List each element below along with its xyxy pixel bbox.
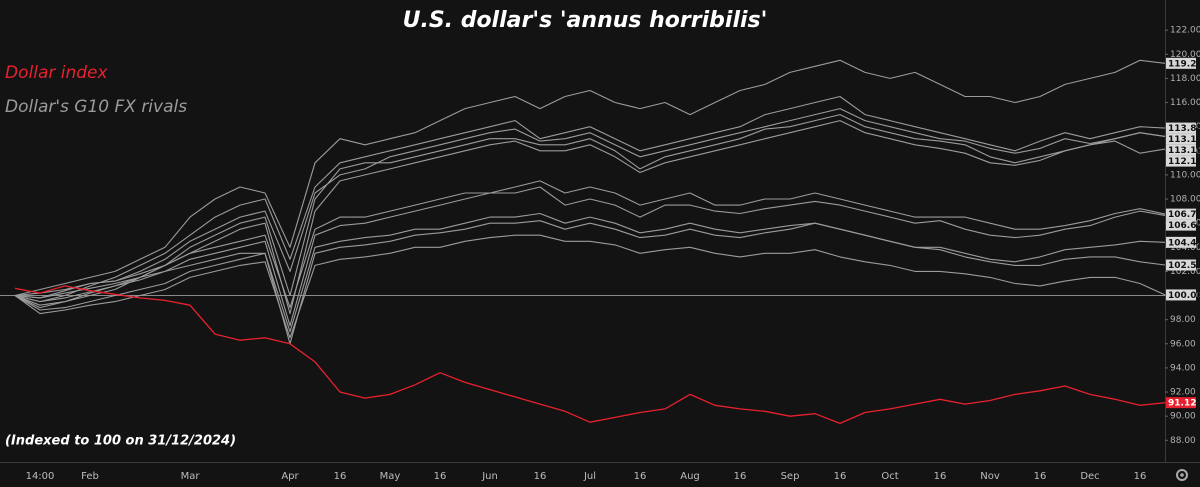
x-tick-label: 16 <box>1034 471 1047 482</box>
series-line <box>14 95 1166 303</box>
x-tick-label: Oct <box>881 471 898 482</box>
last-value-label: 104.41 <box>1168 238 1200 248</box>
last-value-box <box>1166 289 1196 301</box>
x-tick-label: Dec <box>1080 471 1099 482</box>
x-tick-label: 16 <box>534 471 547 482</box>
y-tick-label: 116.00 <box>1170 98 1200 108</box>
x-tick-label: Nov <box>980 471 1000 482</box>
last-value-label: 113.19 <box>1168 135 1200 145</box>
y-tick-label: 90.00 <box>1170 412 1196 422</box>
last-value-box <box>1166 219 1196 231</box>
last-value-label: 119.25 <box>1168 59 1200 69</box>
x-tick-label: Aug <box>680 471 700 482</box>
last-value-label: 112.14 <box>1168 157 1200 167</box>
x-tick-label: 16 <box>934 471 947 482</box>
y-tick-label: 122.00 <box>1170 26 1200 36</box>
y-tick-label: 118.00 <box>1170 74 1200 84</box>
last-value-label: 106.64 <box>1168 221 1200 231</box>
x-tick-label: Mar <box>181 471 201 482</box>
last-value-box <box>1166 236 1196 248</box>
x-tick-label: 16 <box>334 471 347 482</box>
legend-label: Dollar's G10 FX rivals <box>5 97 187 117</box>
plot-layer: 88.0090.0092.0094.0096.0098.00100.00102.… <box>0 26 1200 482</box>
legend-label: Dollar index <box>5 63 108 83</box>
y-tick-label: 96.00 <box>1170 339 1196 349</box>
last-value-label: 102.53 <box>1168 261 1200 271</box>
last-value-box <box>1166 155 1196 167</box>
last-value-box <box>1166 122 1196 134</box>
last-value-box <box>1166 57 1196 69</box>
x-tick-label: Sep <box>781 471 800 482</box>
last-value-label: 106.75 <box>1168 210 1200 220</box>
x-tick-label: Jul <box>583 471 596 482</box>
last-value-label: 113.88 <box>1168 124 1200 134</box>
last-value-label: 91.12 <box>1168 399 1196 409</box>
chart-title: U.S. dollar's 'annus horribilis' <box>403 8 768 33</box>
series-line <box>14 108 1166 299</box>
x-tick-label: May <box>380 471 401 482</box>
series-line <box>14 120 1166 315</box>
x-tick-label: Jun <box>481 471 498 482</box>
y-tick-label: 102.00 <box>1170 267 1200 277</box>
series-line <box>14 220 1166 345</box>
x-tick-label: Feb <box>81 471 99 482</box>
series-line <box>14 180 1166 309</box>
settings-icon-dot <box>1180 473 1184 477</box>
last-value-box <box>1166 208 1196 220</box>
x-tick-label: 16 <box>834 471 847 482</box>
x-tick-label: 14:00 <box>26 471 55 482</box>
x-tick-label: 16 <box>434 471 447 482</box>
series-line <box>14 234 1166 339</box>
last-value-box <box>1166 397 1196 409</box>
y-tick-label: 110.00 <box>1170 170 1200 180</box>
x-tick-label: 16 <box>734 471 747 482</box>
settings-icon-ring <box>1176 469 1188 481</box>
y-tick-label: 88.00 <box>1170 436 1196 446</box>
last-value-box <box>1166 259 1196 271</box>
y-tick-label: 98.00 <box>1170 315 1196 325</box>
x-tick-label: 16 <box>1134 471 1147 482</box>
y-tick-label: 108.00 <box>1170 195 1200 205</box>
last-value-label: 100.05 <box>1168 291 1200 301</box>
last-value-box <box>1166 133 1196 145</box>
last-value-label: 113.19 <box>1168 146 1200 156</box>
last-value-box <box>1166 144 1196 156</box>
settings-icon[interactable] <box>1176 469 1188 481</box>
y-tick-label: 120.00 <box>1170 50 1200 60</box>
annotation: (Indexed to 100 on 31/12/2024) <box>5 434 236 449</box>
y-tick-label: 92.00 <box>1170 388 1196 398</box>
series-line <box>14 212 1166 333</box>
series-line <box>14 114 1166 306</box>
series-line <box>14 59 1166 297</box>
x-tick-label: Apr <box>281 471 299 482</box>
y-tick-label: 94.00 <box>1170 363 1196 373</box>
x-tick-label: 16 <box>634 471 647 482</box>
series-line <box>14 285 1166 425</box>
series-line <box>14 186 1166 327</box>
